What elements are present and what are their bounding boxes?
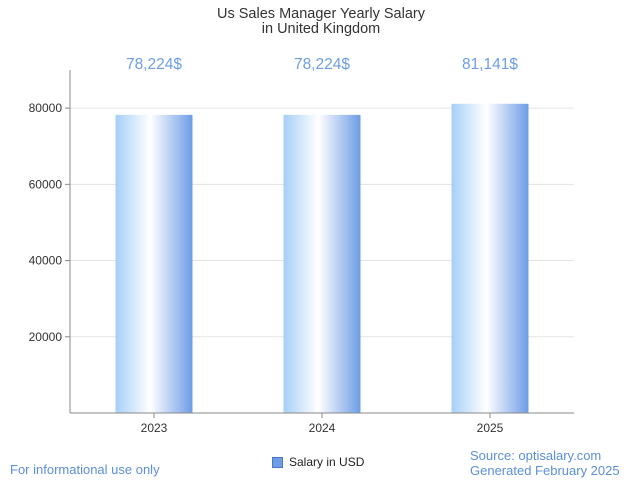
data-label: 78,224$ xyxy=(294,56,350,73)
chart-title-line-2: in United Kingdom xyxy=(262,21,381,37)
y-tick-label: 40000 xyxy=(29,254,63,268)
x-tick-label: 2023 xyxy=(141,421,168,435)
bar xyxy=(115,114,193,414)
generated-text: Generated February 2025 xyxy=(470,463,620,478)
legend: Salary in USD xyxy=(272,455,364,469)
chart-title-line-1: Us Sales Manager Yearly Salary xyxy=(217,6,426,22)
data-label: 81,141$ xyxy=(462,56,518,73)
data-label: 78,224$ xyxy=(126,56,182,73)
bar xyxy=(283,114,361,414)
disclaimer: For informational use only xyxy=(10,462,160,477)
y-tick-label: 60000 xyxy=(29,177,63,191)
legend-label: Salary in USD xyxy=(289,455,365,469)
legend-swatch xyxy=(272,456,283,468)
bar xyxy=(451,103,529,413)
footer-right: Source: optisalary.com Generated Februar… xyxy=(470,448,620,478)
y-tick-label: 20000 xyxy=(29,330,63,344)
y-tick-label: 80000 xyxy=(29,101,63,115)
x-tick-label: 2024 xyxy=(309,421,336,435)
source-text: Source: optisalary.com xyxy=(470,448,602,463)
x-tick-label: 2025 xyxy=(477,421,504,435)
